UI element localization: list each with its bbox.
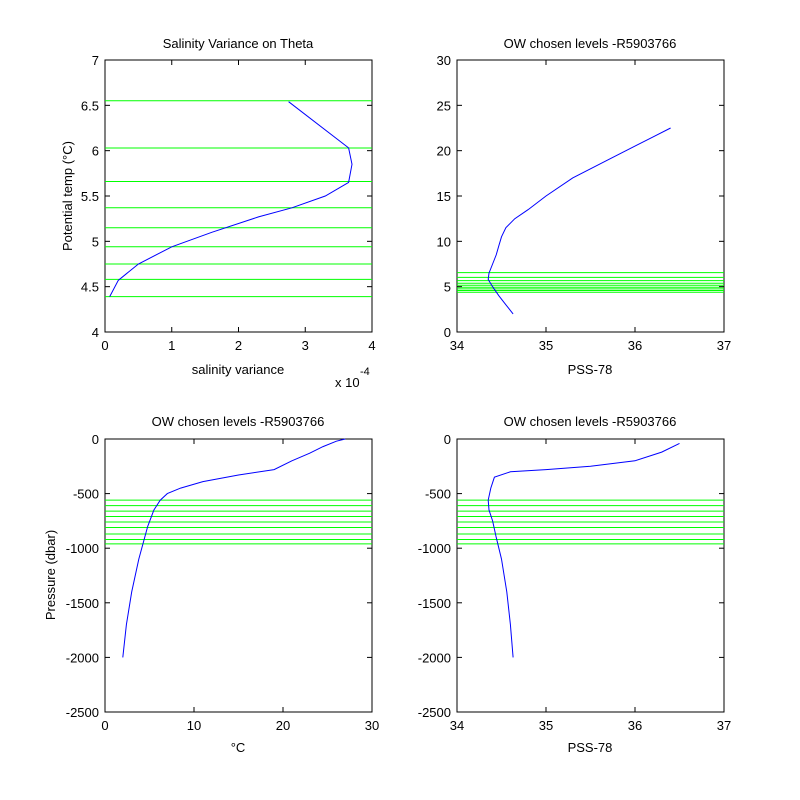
x-axis-label: PSS-78 xyxy=(568,740,613,755)
chart-title: OW chosen levels -R5903766 xyxy=(504,414,677,429)
y-axis-label: Pressure (dbar) xyxy=(43,530,58,620)
y-tick-label: -1000 xyxy=(418,541,451,556)
x-tick-label: 1 xyxy=(168,338,175,353)
y-axis: 4 4.5 5 5.5 6 6.5 7 xyxy=(81,53,372,340)
x-tick-label: 37 xyxy=(717,338,731,353)
y-tick-label: 10 xyxy=(437,234,451,249)
y-tick-label: -2500 xyxy=(418,705,451,720)
y-tick-label: 25 xyxy=(437,98,451,113)
x-tick-label: 36 xyxy=(628,718,642,733)
x-tick-label: 30 xyxy=(365,718,379,733)
series-lines xyxy=(109,101,353,297)
y-tick-label: 6 xyxy=(92,144,99,159)
y-tick-label: 4.5 xyxy=(81,280,99,295)
y-tick-label: -2000 xyxy=(418,650,451,665)
plot-frame xyxy=(456,438,725,713)
profile-line xyxy=(122,438,346,658)
x-tick-label: 4 xyxy=(368,338,375,353)
y-tick-label: 4 xyxy=(92,325,99,340)
profile-line xyxy=(487,442,680,658)
panel-temp-pressure: OW chosen levels -R5903766 0 10 20 30 -2500… xyxy=(43,414,379,755)
plot-frame xyxy=(104,59,373,333)
series-lines xyxy=(487,442,680,658)
y-tick-label: 0 xyxy=(444,325,451,340)
x-tick-label: 10 xyxy=(187,718,201,733)
x-axis-label: salinity variance xyxy=(192,362,285,377)
chart-title: Salinity Variance on Theta xyxy=(163,36,314,51)
panel-salinity-variance: Salinity Variance on Theta 0 1 2 3 4 4 4.5 5 5.… xyxy=(60,36,376,390)
y-tick-label: 5 xyxy=(444,280,451,295)
y-tick-label: -1500 xyxy=(66,596,99,611)
x-tick-label: 37 xyxy=(717,718,731,733)
series-lines xyxy=(122,438,346,658)
x-tick-label: 34 xyxy=(450,338,464,353)
y-tick-label: 20 xyxy=(437,144,451,159)
x-tick-label: 0 xyxy=(101,338,108,353)
x-axis-exponent-power: -4 xyxy=(360,366,370,378)
y-tick-label: 7 xyxy=(92,53,99,68)
series-lines xyxy=(487,127,671,315)
y-tick-label: 15 xyxy=(437,189,451,204)
plot-frame xyxy=(456,59,725,333)
level-lines xyxy=(105,499,372,545)
x-axis: 34 35 36 37 xyxy=(450,60,731,353)
x-tick-label: 35 xyxy=(539,338,553,353)
y-tick-label: -2500 xyxy=(66,705,99,720)
panel-salinity-pressure: OW chosen levels -R5903766 34 35 36 37 -250… xyxy=(418,414,731,755)
x-tick-label: 3 xyxy=(302,338,309,353)
chart-title: OW chosen levels -R5903766 xyxy=(504,36,677,51)
x-tick-label: 2 xyxy=(235,338,242,353)
x-axis: 0 1 2 3 4 xyxy=(101,60,376,353)
y-axis-label: Potential temp (°C) xyxy=(60,141,75,251)
y-axis: -2500 -2000 -1500 -1000 -500 0 xyxy=(418,432,724,720)
x-tick-label: 0 xyxy=(101,718,108,733)
level-lines xyxy=(457,272,724,293)
level-lines xyxy=(457,499,724,545)
x-axis: 0 10 20 30 xyxy=(101,439,379,733)
y-tick-label: 0 xyxy=(92,432,99,447)
y-axis: 0 5 10 15 20 25 30 xyxy=(437,53,724,340)
level-lines xyxy=(105,100,372,298)
plot-frame xyxy=(104,438,373,713)
y-tick-label: -1000 xyxy=(66,541,99,556)
chart-title: OW chosen levels -R5903766 xyxy=(152,414,325,429)
y-tick-label: -1500 xyxy=(418,596,451,611)
x-axis-label: °C xyxy=(231,740,246,755)
y-axis: -2500 -2000 -1500 -1000 -500 0 xyxy=(66,432,372,720)
y-tick-label: 5 xyxy=(92,234,99,249)
profile-line xyxy=(487,127,671,315)
x-tick-label: 20 xyxy=(276,718,290,733)
y-tick-label: -500 xyxy=(73,487,99,502)
y-tick-label: -2000 xyxy=(66,650,99,665)
x-tick-label: 36 xyxy=(628,338,642,353)
y-tick-label: -500 xyxy=(425,487,451,502)
y-tick-label: 0 xyxy=(444,432,451,447)
y-tick-label: 30 xyxy=(437,53,451,68)
x-axis-label: PSS-78 xyxy=(568,362,613,377)
x-tick-label: 34 xyxy=(450,718,464,733)
profile-line xyxy=(109,101,353,297)
panel-theta-salinity: OW chosen levels -R5903766 34 35 36 37 0 5 10… xyxy=(437,36,732,377)
x-axis-exponent: x 10 xyxy=(335,375,360,390)
x-axis: 34 35 36 37 xyxy=(450,439,731,733)
y-tick-label: 6.5 xyxy=(81,98,99,113)
x-tick-label: 35 xyxy=(539,718,553,733)
y-tick-label: 5.5 xyxy=(81,189,99,204)
